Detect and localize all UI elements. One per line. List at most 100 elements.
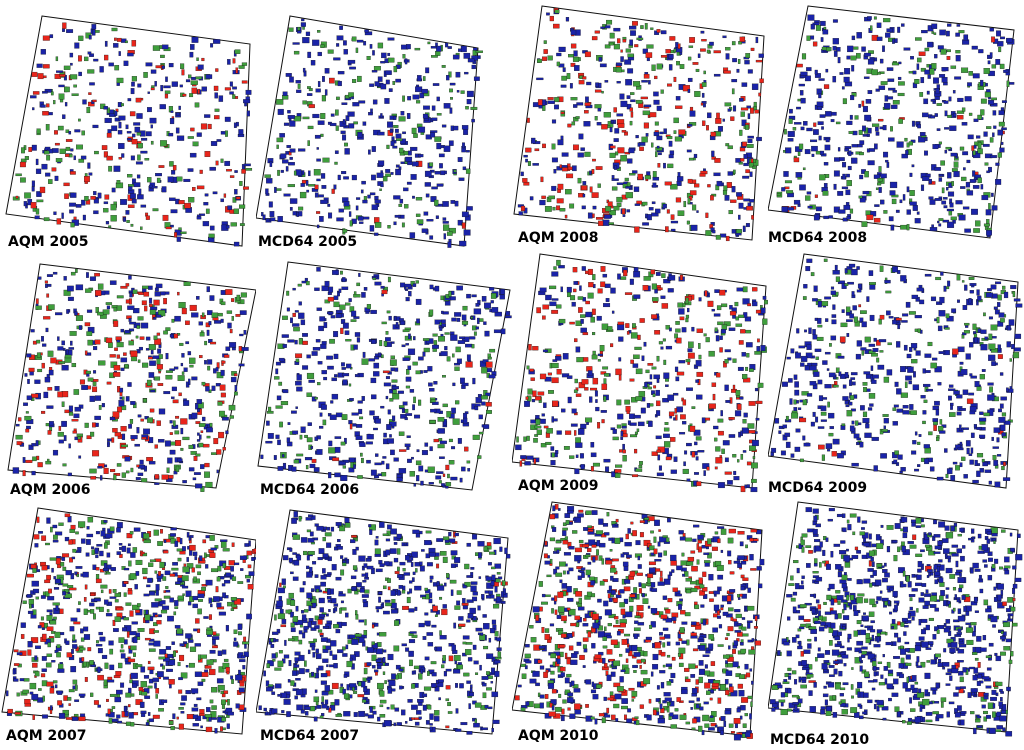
burn-patch [67,472,72,477]
burn-patch [962,305,968,310]
burn-patch [958,30,965,34]
burn-patch [407,365,412,370]
burn-patch [315,339,321,343]
burn-patch [172,650,176,657]
burn-patch [165,370,173,373]
burn-patch [611,310,615,314]
burn-patch [291,410,297,414]
burn-patch [687,307,690,313]
burn-patch [47,283,52,287]
burn-patch [803,442,811,447]
burn-patch [879,265,884,272]
burn-patch [798,345,806,349]
burn-patch [700,102,704,106]
burn-patch [856,289,862,293]
burn-patch [348,383,352,387]
burn-patch [655,151,658,158]
burn-patch [717,430,724,436]
burn-patch [373,66,381,71]
burn-patch [421,450,428,456]
burn-patch [398,166,402,170]
burn-patch [989,155,997,159]
burn-patch [396,138,403,141]
burn-patch [56,652,61,658]
burn-patch [542,349,548,353]
burn-patch [142,288,147,293]
burn-patch [641,136,648,143]
burn-patch [116,77,124,84]
burn-patch [345,302,351,306]
burn-patch [556,166,563,171]
burn-patch [69,209,74,214]
burn-patch [32,662,38,668]
burn-patch [585,311,592,318]
burn-patch [320,173,326,179]
burn-patch [897,92,905,97]
burn-patch [843,76,850,83]
burn-patch [949,412,956,417]
burn-patch [379,340,383,347]
burn-patch [860,347,867,351]
burn-patch [834,264,838,271]
burn-patch [547,100,555,104]
burn-patch [404,283,412,288]
burn-patch [695,379,700,383]
burn-patch [911,120,915,127]
burn-patch [870,25,873,31]
burn-patch [720,410,723,417]
burn-patch [200,725,203,729]
burn-patch [104,117,112,123]
burn-patch [609,210,616,216]
burn-patch [167,176,174,183]
burn-patch [714,327,718,332]
burn-patch [109,416,116,421]
burn-patch [78,404,84,409]
burn-patch [251,557,255,561]
burn-patch [930,99,936,102]
burn-patch [617,38,621,44]
burn-patch [118,662,123,669]
burn-patch [526,365,530,370]
burn-patch [801,53,807,60]
burn-patch [227,59,231,65]
burn-patch [139,459,144,465]
burn-patch [937,45,944,50]
burn-patch [302,100,307,105]
burn-patch [111,706,116,709]
burn-patch [241,80,248,84]
burn-patch [403,187,409,192]
burn-patch [444,332,450,335]
burn-patch [809,365,817,371]
burn-patch [232,58,236,64]
burn-patch [125,210,130,215]
burn-patch [601,323,609,330]
burn-patch [53,100,56,105]
burn-patch [366,441,373,445]
burn-patch [933,424,937,431]
burn-patch [174,232,178,238]
burn-patch [162,605,170,610]
burn-patch [799,458,804,463]
burn-patch [328,212,333,219]
burn-patch [696,481,702,487]
burn-patch [490,293,497,299]
burn-patch [950,152,958,157]
burn-patch [599,63,607,68]
burn-patch [743,162,749,167]
burn-patch [186,557,189,562]
burn-patch [862,418,870,424]
burn-patch [541,195,546,199]
burn-patch [855,353,861,360]
burn-patch [194,102,200,108]
burn-patch [467,468,471,472]
burn-patch [43,316,51,320]
burn-patch [127,98,132,102]
burn-patch [171,170,176,175]
burn-patch [812,41,818,47]
burn-patch [201,678,206,682]
burn-patch [173,470,178,475]
burn-patch [118,51,121,56]
burn-patch [846,306,851,313]
burn-patch [312,347,321,351]
burn-patch [92,99,97,103]
